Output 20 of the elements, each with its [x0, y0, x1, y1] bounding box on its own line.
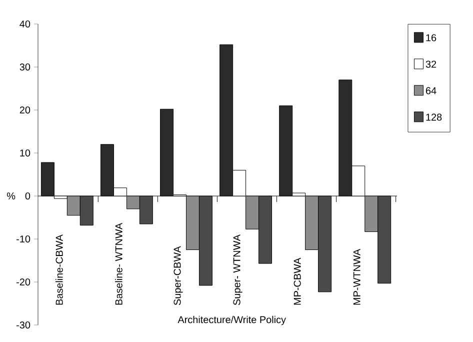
y-tick-label: -30 — [16, 321, 30, 329]
y-tick-label: -20 — [16, 278, 30, 286]
y-tick-label: 20 — [20, 106, 30, 114]
legend-label: 32 — [426, 60, 436, 68]
y-tick-label: 10 — [20, 149, 30, 157]
x-tick-label: Super-CBWA — [174, 246, 183, 306]
y-tick-label: -10 — [16, 235, 30, 243]
x-tick-label: MP-CBWA — [294, 258, 301, 305]
legend-label: 16 — [426, 34, 436, 42]
x-tick-label: Super- WTNWA — [233, 234, 242, 306]
y-axis-title: % — [7, 192, 16, 200]
legend-label: 128 — [426, 114, 442, 121]
x-tick-label: Baseline- WTNWA — [115, 222, 122, 305]
x-tick-label: MP-WTNWA — [353, 248, 360, 305]
x-tick-label: Baseline-CBWA — [56, 234, 63, 305]
x-axis-title: Architecture/Write Policy — [178, 316, 286, 326]
y-tick-label: 40 — [20, 20, 30, 28]
y-tick-label: 0 — [25, 192, 30, 200]
legend-label: 64 — [426, 87, 436, 94]
y-tick-label: 30 — [20, 63, 30, 71]
